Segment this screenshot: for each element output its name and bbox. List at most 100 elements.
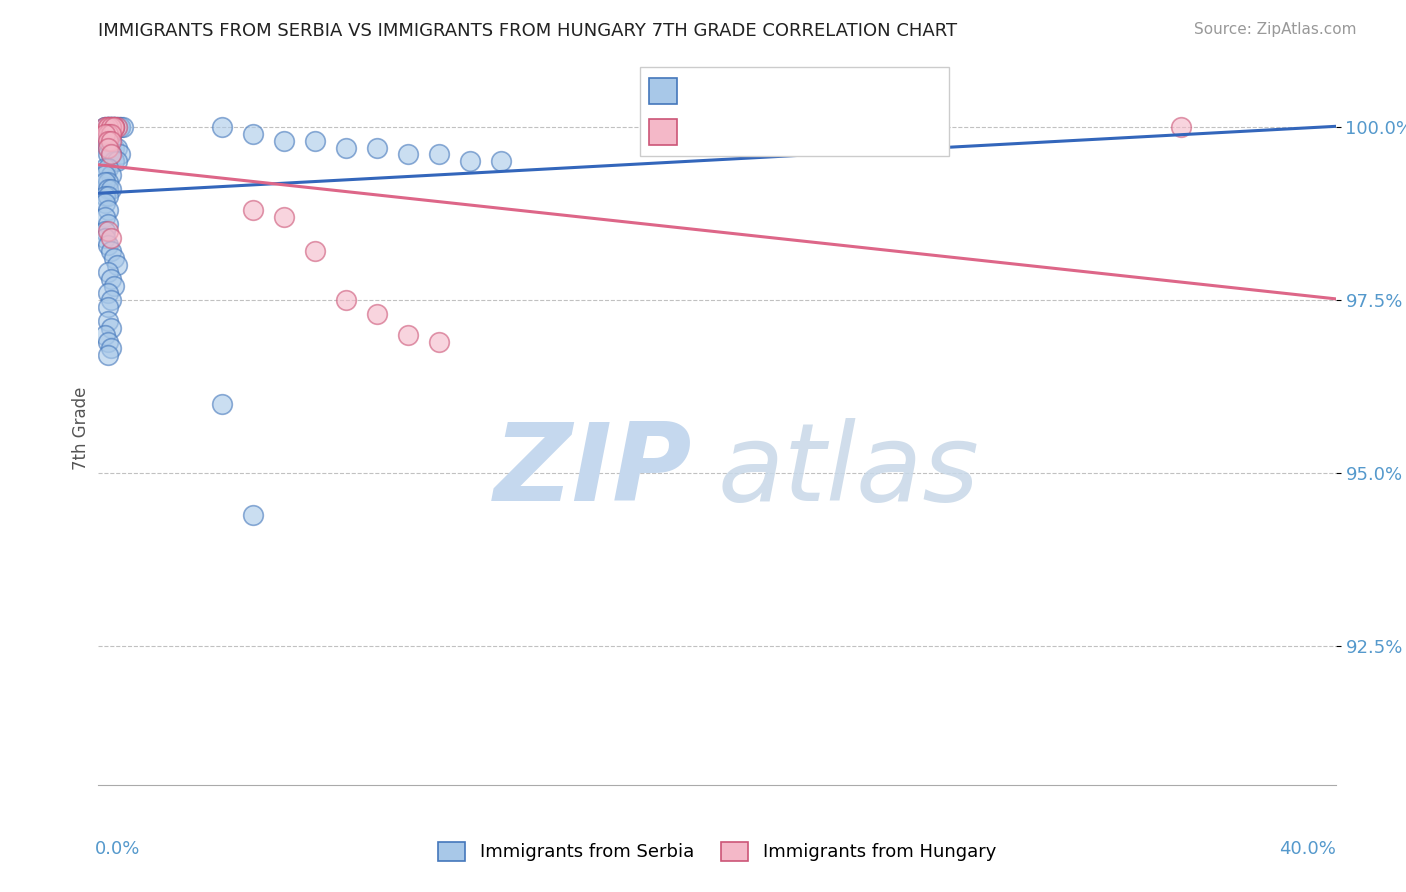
Text: ZIP: ZIP [494, 418, 692, 524]
Point [105, 154, 128, 169]
Text: 28: 28 [841, 123, 866, 141]
Point [103, 120, 125, 134]
Text: IMMIGRANTS FROM SERBIA VS IMMIGRANTS FROM HUNGARY 7TH GRADE CORRELATION CHART: IMMIGRANTS FROM SERBIA VS IMMIGRANTS FRO… [98, 22, 957, 40]
Point [100, 320, 122, 334]
Point [97, 120, 120, 134]
FancyBboxPatch shape [650, 78, 676, 104]
FancyBboxPatch shape [650, 119, 676, 145]
Point [103, 120, 125, 134]
Point [93, 127, 115, 141]
Point [100, 120, 122, 134]
Point [100, 342, 122, 356]
Point [100, 272, 122, 286]
Point [100, 120, 122, 134]
Point [93, 175, 115, 189]
Point [100, 147, 122, 161]
Point [97, 134, 120, 148]
Point [97, 175, 120, 189]
Point [100, 140, 122, 154]
Point [100, 134, 122, 148]
Point [93, 196, 115, 211]
Text: 40.0%: 40.0% [1279, 840, 1336, 858]
Point [108, 120, 131, 134]
Point [304, 244, 326, 259]
Point [93, 210, 115, 224]
Point [105, 258, 128, 272]
Point [103, 120, 125, 134]
Point [211, 120, 233, 134]
Point [100, 230, 122, 244]
Point [335, 140, 357, 154]
Point [97, 202, 120, 217]
Point [396, 147, 419, 161]
Point [103, 154, 125, 169]
Point [100, 120, 122, 134]
Point [93, 127, 115, 141]
Point [1170, 120, 1192, 134]
Point [427, 334, 450, 349]
Legend: Immigrants from Serbia, Immigrants from Hungary: Immigrants from Serbia, Immigrants from … [432, 835, 1002, 869]
Point [489, 154, 512, 169]
Point [100, 293, 122, 307]
Point [97, 140, 120, 154]
Point [458, 154, 481, 169]
Point [97, 134, 120, 148]
Point [93, 230, 115, 244]
Point [103, 252, 125, 266]
Point [97, 120, 120, 134]
Point [97, 134, 120, 148]
Point [93, 169, 115, 183]
Point [97, 127, 120, 141]
Point [366, 307, 388, 321]
Point [97, 161, 120, 176]
Point [100, 169, 122, 183]
Text: Source: ZipAtlas.com: Source: ZipAtlas.com [1194, 22, 1357, 37]
Point [112, 120, 135, 134]
Point [273, 134, 295, 148]
Point [93, 120, 115, 134]
Point [93, 120, 115, 134]
Point [242, 202, 264, 217]
Point [103, 120, 125, 134]
Point [97, 127, 120, 141]
Point [97, 140, 120, 154]
Text: atlas: atlas [717, 418, 979, 524]
Point [97, 286, 120, 301]
Point [103, 120, 125, 134]
Point [304, 134, 326, 148]
Point [97, 120, 120, 134]
Point [97, 224, 120, 238]
Point [273, 210, 295, 224]
Point [93, 327, 115, 342]
Point [100, 120, 122, 134]
Point [100, 120, 122, 134]
Point [97, 147, 120, 161]
Text: 0.287: 0.287 [727, 123, 783, 141]
Point [366, 140, 388, 154]
Point [103, 120, 125, 134]
Point [97, 217, 120, 231]
Point [97, 182, 120, 196]
Text: R =: R = [686, 123, 725, 141]
Point [103, 140, 125, 154]
Point [97, 334, 120, 349]
Text: 79: 79 [841, 82, 866, 100]
Point [242, 508, 264, 522]
Point [100, 127, 122, 141]
Point [97, 120, 120, 134]
Point [103, 120, 125, 134]
Point [105, 140, 128, 154]
Point [100, 120, 122, 134]
Point [97, 237, 120, 252]
Point [335, 293, 357, 307]
Point [97, 300, 120, 314]
Text: N =: N = [800, 82, 841, 100]
FancyBboxPatch shape [640, 67, 949, 156]
Text: 0.0%: 0.0% [96, 840, 141, 858]
Point [93, 224, 115, 238]
Point [97, 348, 120, 362]
Point [211, 397, 233, 411]
Point [100, 244, 122, 259]
Text: 0.409: 0.409 [727, 82, 783, 100]
Point [93, 189, 115, 203]
